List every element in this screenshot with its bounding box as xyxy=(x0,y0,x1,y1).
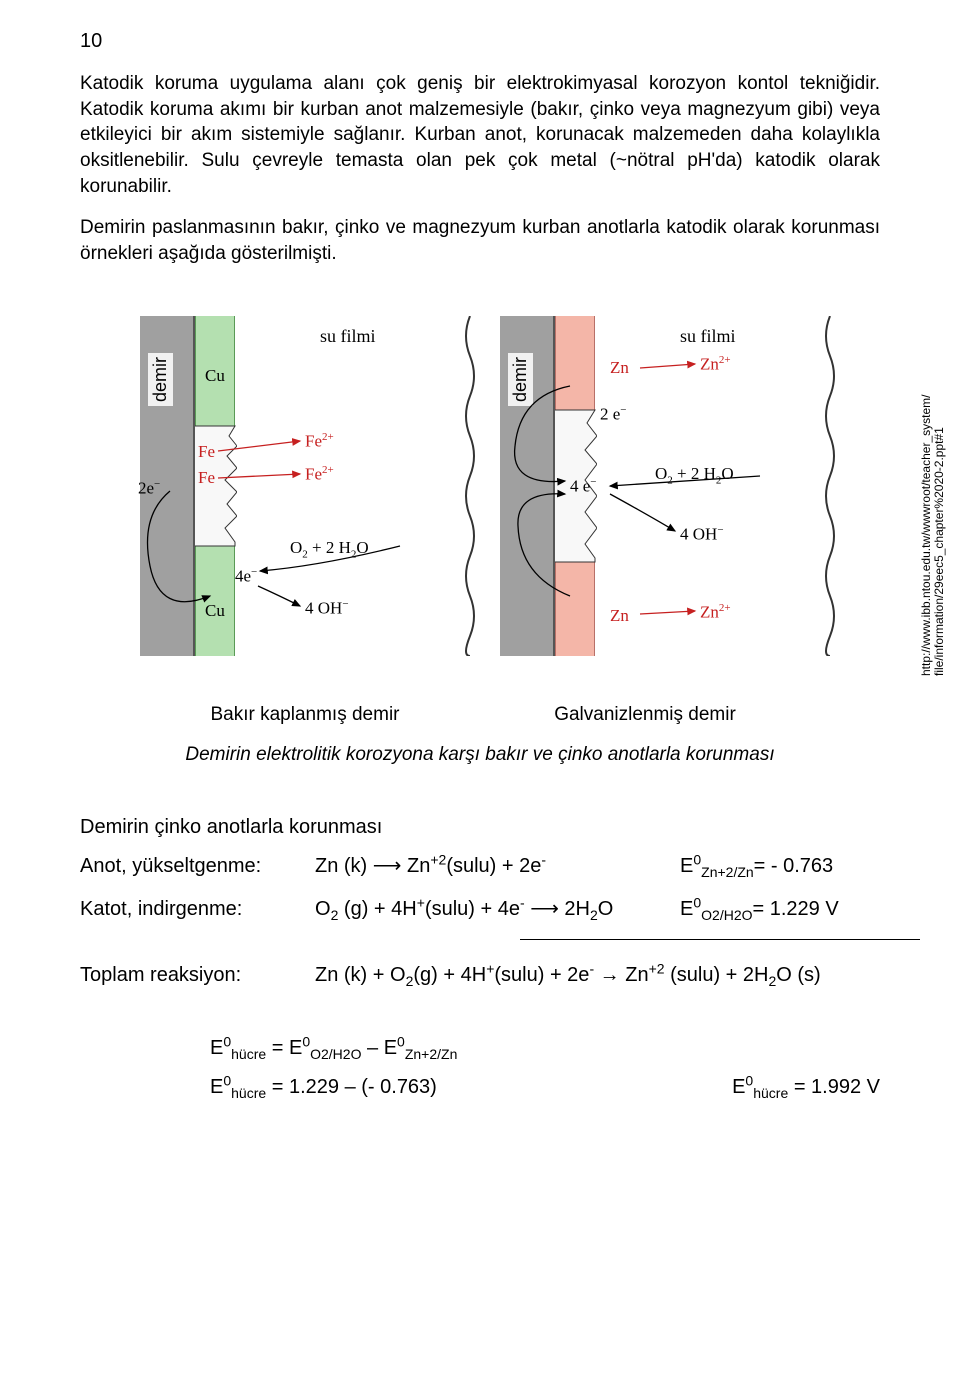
wavy-edge-right xyxy=(822,316,838,656)
zn2p-bot: Zn2+ xyxy=(700,602,731,623)
anode-eq: Zn (k) ⟶ Zn+2(sulu) + 2e- xyxy=(315,853,680,878)
page-number: 10 xyxy=(80,30,880,53)
o2h2o-left: O2 + 2 H2O xyxy=(290,538,369,560)
total-eq: Zn (k) + O2(g) + 4H+(sulu) + 2e- → Zn+2 … xyxy=(315,964,870,987)
e4-left: 4e− xyxy=(235,566,257,587)
total-row: Toplam reaksiyon: Zn (k) + O2(g) + 4H+(s… xyxy=(80,964,880,987)
diagram-copper: demir su filmi Cu Cu Fe Fe Fe2+ Fe2+ 2e−… xyxy=(140,316,470,656)
paragraph-2: Demirin paslanmasının bakır, çinko ve ma… xyxy=(80,215,880,266)
cu-label-top: Cu xyxy=(205,366,225,386)
cathode-row: Katot, indirgenme: O2 (g) + 4H+(sulu) + … xyxy=(80,896,880,921)
cell-potential-block: E0hücre = E0O2/H2O – E0Zn+2/Zn E0hücre =… xyxy=(80,1037,880,1099)
demir-label-right: demir xyxy=(508,353,533,406)
diagram-zinc: demir su filmi Zn Zn Zn2+ Zn2+ 2 e− 4 e−… xyxy=(500,316,830,656)
paragraph-1: Katodik koruma uygulama alanı çok geniş … xyxy=(80,71,880,199)
figure-container: demir su filmi Cu Cu Fe Fe Fe2+ Fe2+ 2e−… xyxy=(80,296,880,726)
zn-bot: Zn xyxy=(610,606,629,626)
su-filmi-right: su filmi xyxy=(680,326,736,347)
wavy-edge-left xyxy=(462,316,478,656)
fe-bot-l: Fe xyxy=(198,468,215,488)
cathode-label: Katot, indirgenme: xyxy=(80,898,315,921)
cell-result: E0hücre = 1.992 V xyxy=(732,1076,880,1099)
e2-left: 2e− xyxy=(138,478,160,499)
zn-strip-top xyxy=(555,316,595,411)
total-label: Toplam reaksiyon: xyxy=(80,964,315,987)
cell-eq2: E0hücre = 1.229 – (- 0.763) xyxy=(210,1076,437,1099)
cathode-E: E0O2/H2O= 1.229 V xyxy=(680,898,880,921)
oh-right: 4 OH− xyxy=(680,524,724,545)
o2h2o-right: O2 + 2 H2O xyxy=(655,464,734,486)
zn2p-top: Zn2+ xyxy=(700,354,731,375)
demir-label-left: demir xyxy=(148,353,173,406)
cathode-eq: O2 (g) + 4H+(sulu) + 4e- ⟶ 2H2O xyxy=(315,896,680,921)
fe-top-l: Fe xyxy=(198,442,215,462)
e4-right: 4 e− xyxy=(570,476,597,497)
cu-label-bot: Cu xyxy=(205,601,225,621)
anode-E: E0Zn+2/Zn= - 0.763 xyxy=(680,855,880,878)
su-filmi-left: su filmi xyxy=(320,326,376,347)
caption-left: Bakır kaplanmış demir xyxy=(150,704,460,726)
zn-strip-bottom xyxy=(555,561,595,656)
cell-eq1: E0hücre = E0O2/H2O – E0Zn+2/Zn xyxy=(210,1037,457,1060)
zn-top: Zn xyxy=(610,358,629,378)
anode-label: Anot, yükseltgenme: xyxy=(80,855,315,878)
fe2p-2: Fe2+ xyxy=(305,464,334,485)
source-url: http://www.ibb.ntou.edu.tw/wwwroot/teach… xyxy=(920,336,946,676)
oh-left: 4 OH− xyxy=(305,598,349,619)
fe2p-1: Fe2+ xyxy=(305,431,334,452)
anode-row: Anot, yükseltgenme: Zn (k) ⟶ Zn+2(sulu) … xyxy=(80,853,880,878)
figure-title: Demirin elektrolitik korozyona karşı bak… xyxy=(80,744,880,766)
zinc-heading: Demirin çinko anotlarla korunması xyxy=(80,816,880,839)
e2-right-top: 2 e− xyxy=(600,404,627,425)
divider-line xyxy=(520,939,920,940)
caption-right: Galvanizlenmiş demir xyxy=(490,704,800,726)
